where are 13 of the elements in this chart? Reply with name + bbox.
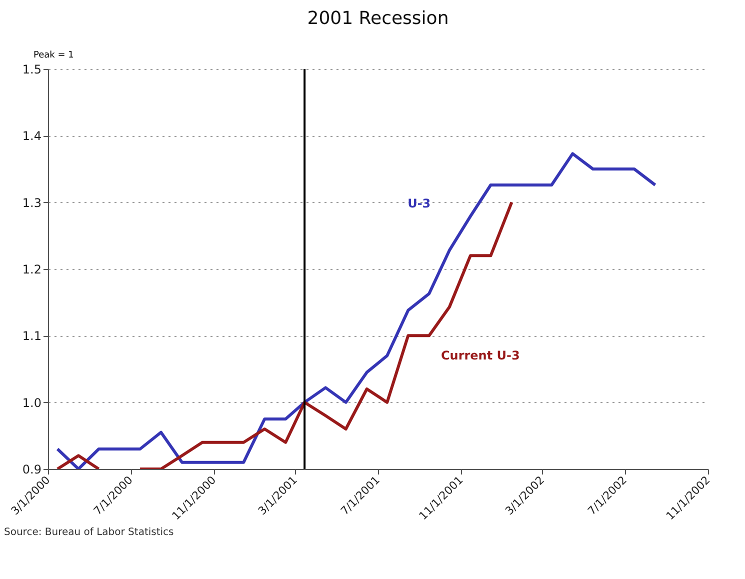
y-tick-label: 1.4	[22, 129, 42, 144]
y-tick-label: 1.2	[22, 262, 42, 276]
source-note: Source: Bureau of Labor Statistics	[3, 527, 175, 538]
y-tick-label: 1.0	[22, 396, 42, 410]
line-series	[56, 152, 657, 469]
series-label: Current U-3	[440, 348, 520, 363]
chart-title: 2001 Recession	[307, 8, 449, 29]
y-tick-label: 1.5	[22, 62, 42, 76]
y-tick-label: 1.3	[22, 196, 42, 210]
y-axis-title: Peak = 1	[34, 50, 74, 60]
text: U-3	[408, 196, 431, 211]
y-tick-label: 0.9	[22, 462, 42, 476]
y-tick-label: 1.1	[22, 329, 42, 344]
